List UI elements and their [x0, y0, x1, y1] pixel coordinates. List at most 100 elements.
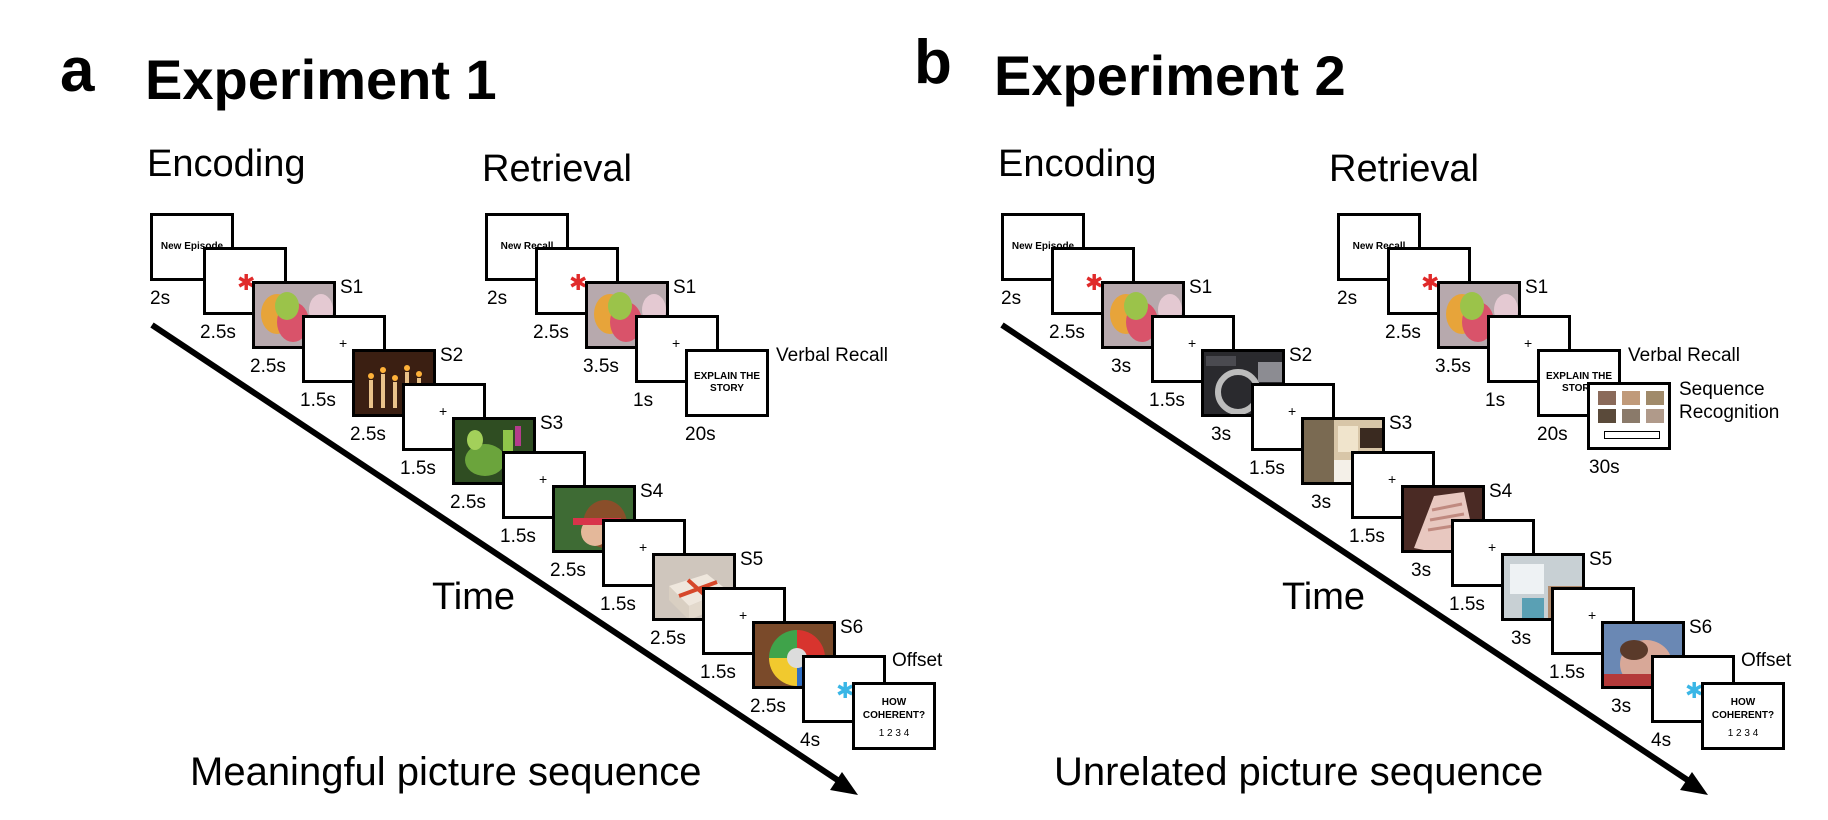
duration: 1s: [1485, 390, 1506, 411]
duration: 3s: [1611, 696, 1632, 717]
stimulus-label: S1: [673, 277, 697, 298]
retrieval-label: Retrieval: [1329, 148, 1479, 190]
fixation-cross-icon: +: [739, 607, 748, 623]
duration: 2s: [1337, 288, 1358, 309]
screen-text: New Recall: [500, 240, 554, 252]
stimulus-label: S6: [840, 617, 864, 638]
duration: 20s: [685, 424, 716, 445]
encoding-label: Encoding: [998, 143, 1157, 185]
stimulus-label: S4: [1489, 481, 1513, 502]
duration: 30s: [1589, 457, 1620, 478]
red-star-icon: ✱: [569, 270, 588, 295]
stimulus-label: S6: [1689, 617, 1713, 638]
fixation-cross-icon: +: [339, 335, 348, 351]
duration: 1.5s: [400, 458, 436, 479]
duration: 1s: [633, 390, 654, 411]
duration: 20s: [1537, 424, 1568, 445]
verbal-recall-label: Verbal Recall: [776, 345, 888, 366]
panel-letter: b: [914, 28, 952, 97]
time-axis-arrow: [1000, 322, 1708, 795]
screen-text: EXPLAIN THE STORY: [693, 370, 761, 395]
duration: 2.5s: [350, 424, 386, 445]
experiment-title: Experiment 1: [145, 48, 497, 111]
duration: 3s: [1211, 424, 1232, 445]
panel-experiment-2: b Experiment 2 Encoding Retrieval Time U…: [914, 0, 1828, 820]
balloons-image-icon: [255, 284, 333, 346]
stimulus-label: S2: [1289, 345, 1313, 366]
duration: 2s: [150, 288, 171, 309]
balloons-image-icon: [588, 284, 666, 346]
experiment-title: Experiment 2: [994, 44, 1346, 107]
duration: 2.5s: [250, 356, 286, 377]
recognition-label: Recognition: [1679, 402, 1780, 423]
thumbnail-image-icon: [1622, 409, 1640, 423]
time-label: Time: [432, 576, 516, 618]
duration: 2.5s: [750, 696, 786, 717]
stimulus-label: S2: [440, 345, 464, 366]
duration: 1.5s: [1249, 458, 1285, 479]
thumbnail-image-icon: [1646, 391, 1664, 405]
blue-star-icon: ✱: [1685, 678, 1704, 703]
rating-scale: 1 2 3 4: [1727, 728, 1759, 739]
duration: 3s: [1311, 492, 1332, 513]
duration: 3s: [1411, 560, 1432, 581]
duration: 2.5s: [200, 322, 236, 343]
thumbnail-image-icon: [1646, 409, 1664, 423]
duration: 1.5s: [1349, 526, 1385, 547]
screen-text: New Episode: [160, 240, 224, 252]
duration: 2s: [487, 288, 508, 309]
question-text: HOW COHERENT?: [862, 697, 926, 721]
fixation-cross-icon: +: [439, 403, 448, 419]
screen-text: New Episode: [1011, 240, 1075, 252]
duration: 2.5s: [1049, 322, 1085, 343]
verbal-recall-label: Verbal Recall: [1628, 345, 1740, 366]
duration: 1.5s: [700, 662, 736, 683]
screen-explain-story: EXPLAIN THE STORY: [685, 349, 769, 417]
duration: 1.5s: [1449, 594, 1485, 615]
duration: 2.5s: [650, 628, 686, 649]
fixation-cross-icon: +: [1524, 335, 1533, 351]
recognition-label: Sequence: [1679, 379, 1765, 400]
panel-letter: a: [60, 36, 95, 105]
caption: Meaningful picture sequence: [190, 750, 702, 794]
fixation-cross-icon: +: [1488, 539, 1497, 555]
stimulus-label: S1: [340, 277, 364, 298]
duration: 1.5s: [1149, 390, 1185, 411]
retrieval-label: Retrieval: [482, 148, 632, 190]
screen-image-s1: [585, 281, 669, 349]
time-label: Time: [1282, 576, 1366, 618]
duration: 4s: [1651, 730, 1672, 751]
fixation-cross-icon: +: [539, 471, 548, 487]
duration: 3s: [1511, 628, 1532, 649]
screen-coherence-question: HOW COHERENT? 1 2 3 4: [1701, 682, 1785, 750]
duration: 2s: [1001, 288, 1022, 309]
stimulus-label: S1: [1525, 277, 1549, 298]
duration: 4s: [800, 730, 821, 751]
fixation-cross-icon: +: [1588, 607, 1597, 623]
blue-star-icon: ✱: [836, 678, 855, 703]
thumbnail-image-icon: [1598, 391, 1616, 405]
red-star-icon: ✱: [1421, 270, 1440, 295]
duration: 1.5s: [300, 390, 336, 411]
stimulus-label: S1: [1189, 277, 1213, 298]
fixation-cross-icon: +: [1388, 471, 1397, 487]
stimulus-label: S4: [640, 481, 664, 502]
duration: 2.5s: [1385, 322, 1421, 343]
red-star-icon: ✱: [1085, 270, 1104, 295]
screen-coherence-question: HOW COHERENT? 1 2 3 4: [852, 682, 936, 750]
fixation-cross-icon: +: [1188, 335, 1197, 351]
question-text: HOW COHERENT?: [1711, 697, 1775, 721]
stimulus-label: S3: [540, 413, 564, 434]
rating-scale: 1 2 3 4: [878, 728, 910, 739]
panel-experiment-1: a Experiment 1 Encoding Retrieval Time M…: [60, 36, 942, 795]
screen-image-s1: [252, 281, 336, 349]
red-star-icon: ✱: [237, 270, 256, 295]
fixation-cross-icon: +: [672, 335, 681, 351]
duration: 1.5s: [1549, 662, 1585, 683]
stimulus-label: S3: [1389, 413, 1413, 434]
caption: Unrelated picture sequence: [1054, 750, 1544, 794]
encoding-label: Encoding: [147, 143, 306, 185]
screen-text: EXPLAIN THE STORY: [1545, 370, 1613, 395]
fixation-cross-icon: +: [1288, 403, 1297, 419]
time-axis-arrow: [150, 322, 858, 795]
